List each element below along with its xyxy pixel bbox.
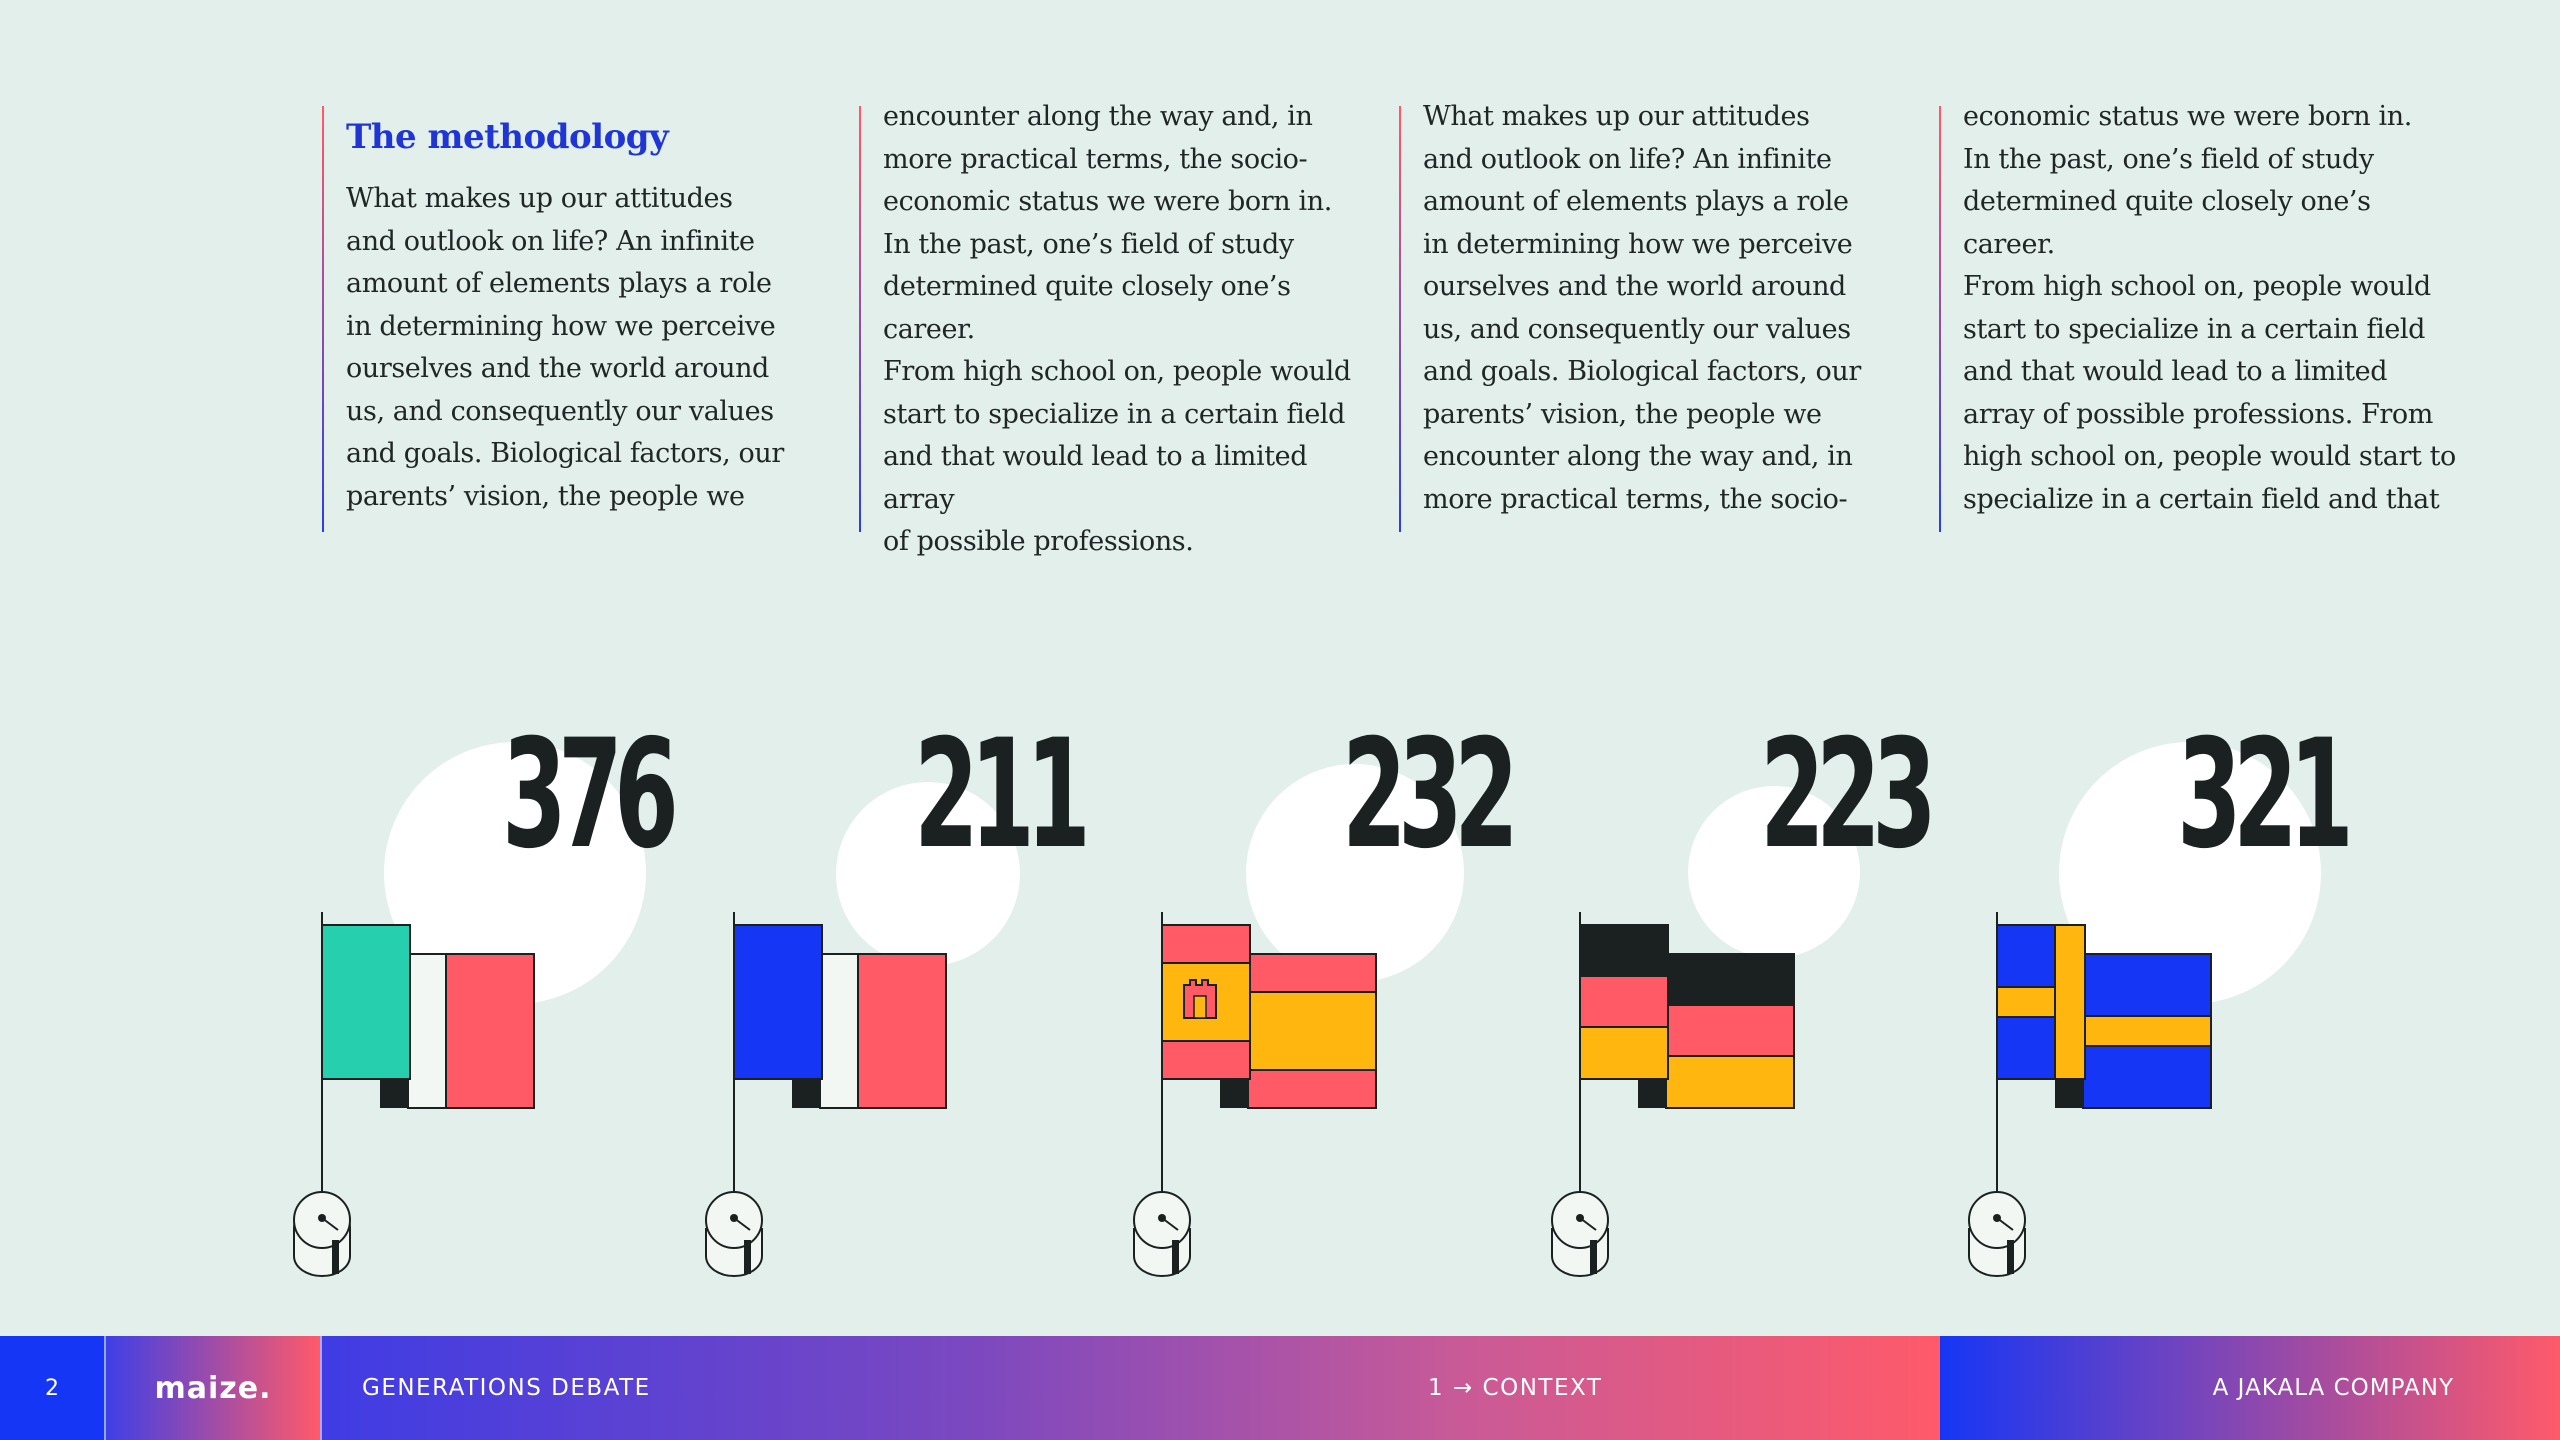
document-title: GENERATIONS DEBATE: [362, 1375, 651, 1401]
column-3-body: What makes up our attitudes and outlook …: [1423, 101, 1861, 515]
column-2-body: encounter along the way and, in more pra…: [883, 101, 1351, 557]
italy-flag-icon: [293, 912, 535, 1277]
stat-spain: 232: [1120, 700, 1540, 1300]
footer-main: GENERATIONS DEBATE 1 → CONTEXT: [322, 1336, 1940, 1440]
section-title: The methodology: [346, 117, 669, 157]
text-column-3: What makes up our attitudes and outlook …: [1399, 101, 1919, 532]
column-1-body: What makes up our attitudes and outlook …: [346, 183, 784, 512]
stat-value: 211: [913, 708, 1091, 882]
stat-sweden: 321: [1955, 700, 2375, 1300]
stat-germany: 223: [1538, 700, 1958, 1300]
france-flag-icon: [705, 912, 947, 1277]
maize-logo: maize.: [106, 1336, 322, 1440]
stat-value: 223: [1759, 708, 1937, 882]
germany-flag-icon: [1551, 912, 1795, 1277]
stat-france: 211: [692, 700, 1112, 1300]
coat-of-arms-icon: [1183, 979, 1217, 1019]
decorative-circle: [1246, 764, 1464, 982]
stat-value: 376: [501, 708, 679, 882]
footer-bar: 2 maize. GENERATIONS DEBATE 1 → CONTEXT …: [0, 1336, 2560, 1440]
company-label: A JAKALA COMPANY: [1940, 1336, 2560, 1440]
spain-flag-icon: [1133, 912, 1377, 1277]
sweden-flag-icon: [1968, 912, 2212, 1277]
page-number: 2: [0, 1336, 106, 1440]
text-column-1: The methodology What makes up our attitu…: [322, 106, 842, 532]
chapter-label: 1 → CONTEXT: [1428, 1375, 1603, 1401]
text-column-2: encounter along the way and, in more pra…: [859, 101, 1379, 557]
decorative-circle: [1688, 786, 1860, 958]
stat-value: 232: [1341, 708, 1519, 882]
decorative-circle: [836, 782, 1020, 966]
stat-value: 321: [2176, 708, 2354, 882]
text-column-4: economic status we were born in. In the …: [1939, 101, 2459, 532]
stat-italy: 376: [280, 700, 700, 1300]
column-4-body: economic status we were born in. In the …: [1963, 101, 2456, 515]
